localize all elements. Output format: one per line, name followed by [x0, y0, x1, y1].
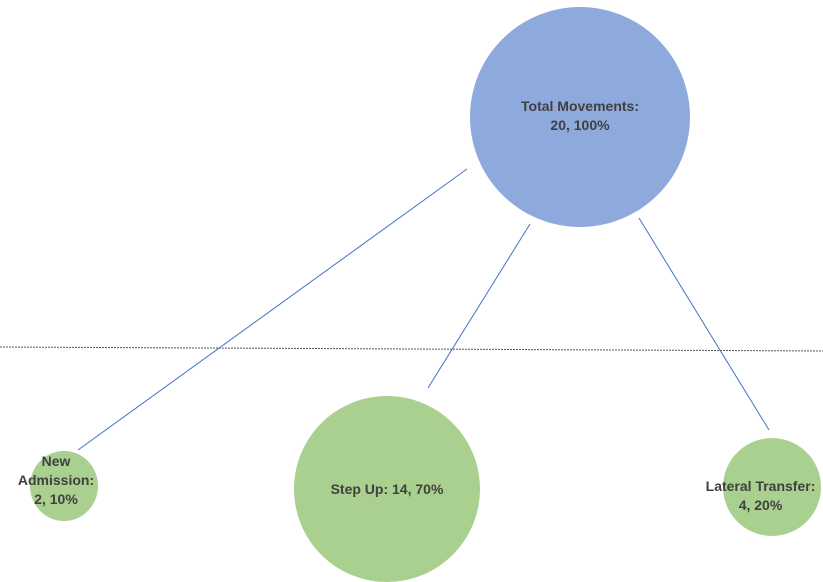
lateral-transfer-bubble [723, 438, 821, 536]
new-admission-bubble [30, 451, 98, 521]
connector-new-admission [77, 168, 468, 451]
connector-lateral-transfer [638, 217, 770, 431]
lateral-transfer-label: Lateral Transfer: 4, 20% [698, 477, 823, 515]
new-admission-name-line1: New [41, 453, 71, 469]
new-admission-name-line2: Admission: [17, 472, 95, 488]
lateral-transfer-name: Lateral Transfer: [705, 478, 816, 494]
total-movements-bubble [470, 7, 690, 227]
total-movements-label: Total Movements: 20, 100% [480, 97, 680, 135]
divider-line [0, 346, 823, 352]
total-movements-name: Total Movements: [521, 98, 639, 114]
step-up-label: Step Up: 14, 70% [297, 480, 477, 499]
step-up-bubble [294, 396, 480, 582]
connector-step-up [427, 223, 531, 389]
total-movements-value: 20, 100% [550, 117, 610, 133]
new-admission-value: 2, 10% [34, 491, 78, 507]
new-admission-label: New Admission: 2, 10% [4, 452, 108, 509]
step-up-name: Step Up: 14, 70% [330, 481, 444, 497]
lateral-transfer-value: 4, 20% [738, 497, 783, 513]
